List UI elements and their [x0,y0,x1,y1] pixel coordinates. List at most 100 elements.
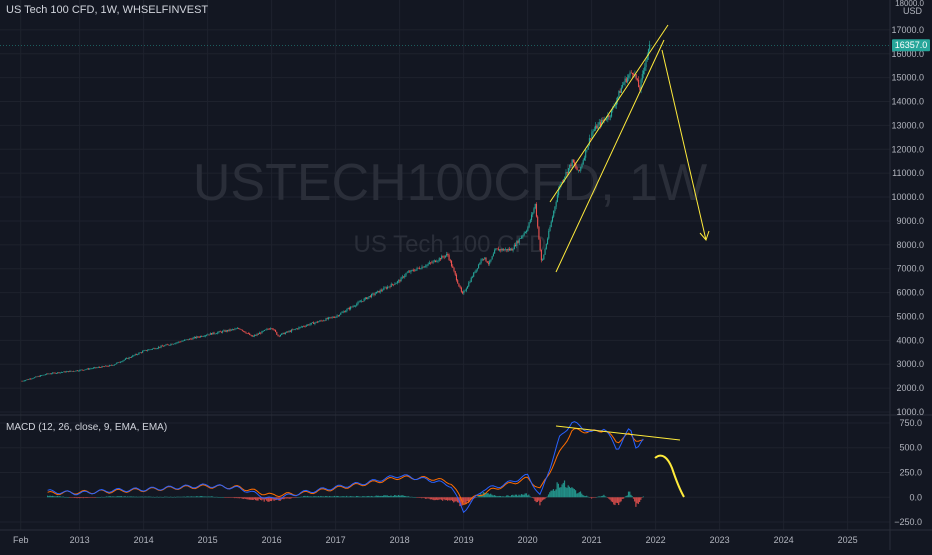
histogram-bar [296,497,299,498]
time-tick-label: 2024 [774,535,794,545]
candle-body [606,119,608,120]
wedge-upper-trendline[interactable] [549,24,669,203]
histogram-bar [399,495,401,498]
forecast-arrow-path[interactable] [661,49,707,241]
candle-body [366,297,368,300]
histogram-bar [640,497,642,500]
histogram-bar [246,497,248,500]
histogram-bar [65,496,67,498]
histogram-bar [502,496,504,498]
candle-body [129,357,131,358]
histogram-bar [384,495,386,498]
histogram-bar [223,497,225,498]
time-axis[interactable]: Feb 2013 2014 2015 2016 2017 2018 2019 2020 2021 2… [13,535,858,545]
histogram-bar [524,493,526,498]
price-tick-label: 12000.0 [891,144,924,154]
histogram-bar [454,497,456,502]
macd-axis[interactable]: 750.0 500.0 250.0 0.0 −250.0 [894,418,922,527]
histogram-bar [614,497,616,506]
candle-body [497,248,499,251]
histogram-bar [498,495,500,498]
candle-body [450,260,453,267]
histogram-bar [85,497,87,498]
candle-body [255,335,257,336]
histogram-bar [135,496,137,498]
wedge-lower-trendline[interactable] [555,39,665,273]
histogram-bar [481,495,483,498]
histogram-bar [262,497,264,500]
histogram-bar [605,496,607,498]
price-tick-label: 2000.0 [896,383,924,393]
histogram-bar [111,496,113,498]
histogram-bar [595,497,598,498]
candle-body [151,348,154,350]
candle-body [254,335,256,337]
candle-body [276,331,278,335]
macd-forecast-curve[interactable] [654,454,685,498]
histogram-bar [315,496,317,498]
histogram-bar [396,495,398,498]
macd-divergence-line[interactable] [555,425,681,441]
histogram-bar [264,497,267,500]
candle-body [265,329,267,331]
candle-body [214,333,216,335]
candle-body [618,91,620,97]
grid-lines [0,0,890,530]
candle-body [319,320,321,322]
histogram-bar [167,496,169,498]
histogram-bar [389,496,391,498]
candle-body [299,326,301,328]
histogram-bar [475,497,477,498]
candle-body [219,331,221,333]
histogram-bar [146,496,148,498]
candle-body [599,122,602,126]
histogram-bar [594,497,596,498]
histogram-bar [556,482,558,498]
candle-body [22,380,24,382]
candle-body [375,291,378,294]
trend-drawings[interactable] [549,24,710,498]
price-axis[interactable]: 17000.0 16000.0 15000.0 14000.0 13000.0 12000… [891,25,924,417]
candle-body [251,335,253,337]
candle-body [47,373,49,375]
time-tick-label: 2014 [134,535,154,545]
histogram-bar [285,497,287,499]
macd-tick-label: 500.0 [899,443,922,453]
histogram-bar [559,487,561,498]
candle-body [158,346,160,349]
candle-body [102,366,104,367]
candle-body [91,368,93,370]
candle-body [394,283,396,285]
histogram-bar [610,497,612,502]
candle-body [380,290,382,291]
histogram-bar [560,487,562,498]
histogram-bar [321,496,323,498]
histogram-bar [358,496,360,498]
candle-body [369,296,371,298]
candle-body [624,78,626,83]
candle-body [439,258,442,260]
histogram-bar [391,496,393,498]
price-tick-label: 7000.0 [896,264,924,274]
candle-body [484,257,486,259]
candle-body [274,329,277,332]
histogram-bar [571,487,573,498]
candle-body [138,352,140,355]
candle-body [230,329,232,331]
histogram-bar [149,496,151,498]
candle-body [588,138,590,145]
histogram-bar [221,497,223,498]
candle-body [601,119,603,126]
candle-body [31,378,33,380]
candle-body [263,329,266,331]
candle-body [316,321,318,323]
candle-body [165,344,167,346]
candle-body [444,255,446,258]
candle-body [213,332,215,334]
histogram-bar [216,496,219,498]
candle-body [410,270,412,273]
histogram-bar [154,496,156,498]
candle-body [639,87,641,90]
histogram-bar [157,496,159,498]
